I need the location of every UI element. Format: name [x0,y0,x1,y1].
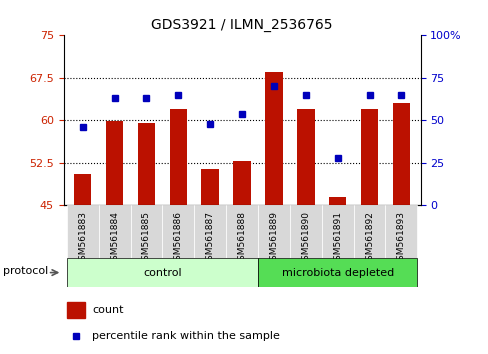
Bar [264,72,282,205]
Text: GSM561886: GSM561886 [173,211,183,266]
Text: GSM561893: GSM561893 [396,211,405,266]
Text: GSM561883: GSM561883 [78,211,87,266]
Bar [353,205,385,258]
Bar [169,109,187,205]
Text: GSM561890: GSM561890 [301,211,310,266]
Bar [289,205,321,258]
Title: GDS3921 / ILMN_2536765: GDS3921 / ILMN_2536765 [151,18,332,32]
Bar [296,109,314,205]
Bar [233,161,250,205]
Text: GSM561888: GSM561888 [237,211,246,266]
Bar [321,205,353,258]
Bar [258,205,289,258]
Text: count: count [92,305,123,315]
Bar [258,258,416,287]
Text: protocol: protocol [3,266,48,276]
Text: GSM561884: GSM561884 [110,211,119,266]
Bar [328,197,346,205]
Text: GSM561892: GSM561892 [365,211,373,266]
Text: GSM561885: GSM561885 [142,211,151,266]
Text: percentile rank within the sample: percentile rank within the sample [92,331,280,341]
Bar [130,205,162,258]
Text: GSM561887: GSM561887 [205,211,214,266]
Bar [74,174,91,205]
Bar [67,205,99,258]
Text: control: control [143,268,182,278]
Text: microbiota depleted: microbiota depleted [281,268,393,278]
Text: GSM561891: GSM561891 [332,211,342,266]
Bar [138,123,155,205]
Text: GSM561889: GSM561889 [269,211,278,266]
Bar [194,205,225,258]
Bar [99,205,130,258]
Bar [225,205,258,258]
Bar [67,302,85,318]
Bar [392,103,409,205]
Bar [385,205,416,258]
Bar [67,258,258,287]
Bar [360,109,378,205]
Bar [201,169,219,205]
Bar [162,205,194,258]
Bar [105,121,123,205]
